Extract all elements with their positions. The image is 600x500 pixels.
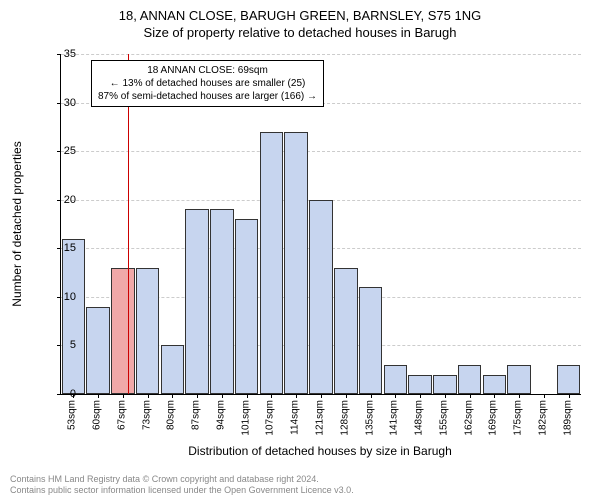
x-tick-mark — [470, 394, 471, 398]
x-tick-label: 101sqm — [240, 400, 251, 436]
x-tick-label: 141sqm — [389, 400, 400, 436]
x-tick-label: 53sqm — [67, 400, 78, 430]
x-tick-label: 148sqm — [414, 400, 425, 436]
footer-attribution: Contains HM Land Registry data © Crown c… — [10, 474, 354, 496]
histogram-bar — [507, 365, 531, 394]
histogram-bar — [86, 307, 110, 394]
x-tick-mark — [247, 394, 248, 398]
x-tick-mark — [123, 394, 124, 398]
grid-line — [61, 54, 581, 55]
y-tick-label: 35 — [36, 48, 76, 60]
x-tick-mark — [271, 394, 272, 398]
grid-line — [61, 151, 581, 152]
histogram-bar — [210, 209, 234, 394]
y-tick-label: 30 — [36, 97, 76, 109]
x-tick-mark — [519, 394, 520, 398]
histogram-bar — [284, 132, 308, 394]
x-tick-label: 189sqm — [562, 400, 573, 436]
histogram-bar — [408, 375, 432, 394]
histogram-bar — [433, 375, 457, 394]
annotation-line2: ← 13% of detached houses are smaller (25… — [98, 77, 317, 90]
x-tick-mark — [172, 394, 173, 398]
x-tick-label: 107sqm — [265, 400, 276, 436]
x-tick-mark — [445, 394, 446, 398]
histogram-bar — [161, 345, 185, 394]
x-tick-label: 67sqm — [116, 400, 127, 430]
x-tick-label: 114sqm — [290, 400, 301, 435]
footer-line1: Contains HM Land Registry data © Crown c… — [10, 474, 354, 485]
y-tick-label: 25 — [36, 145, 76, 157]
y-tick-label: 0 — [36, 388, 76, 400]
footer-line2: Contains public sector information licen… — [10, 485, 354, 496]
histogram-bar — [557, 365, 581, 394]
x-tick-mark — [371, 394, 372, 398]
x-tick-label: 80sqm — [166, 400, 177, 430]
x-tick-mark — [148, 394, 149, 398]
x-tick-label: 162sqm — [463, 400, 474, 436]
annotation-box: 18 ANNAN CLOSE: 69sqm← 13% of detached h… — [91, 60, 324, 107]
histogram-bar — [185, 209, 209, 394]
histogram-bar — [260, 132, 284, 394]
histogram-bar — [359, 287, 383, 394]
annotation-line3: 87% of semi-detached houses are larger (… — [98, 90, 317, 103]
chart-title: 18, ANNAN CLOSE, BARUGH GREEN, BARNSLEY,… — [0, 0, 600, 23]
x-tick-mark — [197, 394, 198, 398]
y-tick-label: 15 — [36, 242, 76, 254]
x-tick-mark — [544, 394, 545, 398]
x-tick-label: 135sqm — [364, 400, 375, 436]
x-tick-mark — [321, 394, 322, 398]
histogram-bar — [483, 375, 507, 394]
histogram-bar — [334, 268, 358, 394]
x-tick-label: 169sqm — [488, 400, 499, 436]
y-axis-label: Number of detached properties — [10, 141, 24, 306]
x-axis-label: Distribution of detached houses by size … — [60, 444, 580, 458]
x-tick-mark — [98, 394, 99, 398]
y-tick-label: 20 — [36, 194, 76, 206]
histogram-bar — [384, 365, 408, 394]
x-tick-mark — [222, 394, 223, 398]
x-tick-label: 87sqm — [191, 400, 202, 430]
x-tick-label: 73sqm — [141, 400, 152, 430]
annotation-line1: 18 ANNAN CLOSE: 69sqm — [98, 64, 317, 77]
histogram-bar — [136, 268, 160, 394]
x-tick-mark — [420, 394, 421, 398]
histogram-bar — [458, 365, 482, 394]
x-tick-label: 94sqm — [215, 400, 226, 430]
x-tick-mark — [296, 394, 297, 398]
x-tick-label: 60sqm — [92, 400, 103, 430]
x-tick-label: 182sqm — [537, 400, 548, 436]
x-tick-label: 155sqm — [438, 400, 449, 436]
x-tick-mark — [395, 394, 396, 398]
x-tick-label: 121sqm — [315, 400, 326, 436]
chart-subtitle: Size of property relative to detached ho… — [0, 23, 600, 40]
x-tick-mark — [569, 394, 570, 398]
histogram-bar — [62, 239, 86, 394]
x-tick-mark — [494, 394, 495, 398]
histogram-bar — [111, 268, 135, 394]
x-tick-mark — [346, 394, 347, 398]
y-tick-label: 5 — [36, 339, 76, 351]
x-tick-label: 128sqm — [339, 400, 350, 436]
histogram-bar — [309, 200, 333, 394]
histogram-bar — [235, 219, 259, 394]
y-tick-label: 10 — [36, 291, 76, 303]
chart-plot-area: 18 ANNAN CLOSE: 69sqm← 13% of detached h… — [60, 54, 581, 395]
x-tick-label: 175sqm — [513, 400, 524, 436]
